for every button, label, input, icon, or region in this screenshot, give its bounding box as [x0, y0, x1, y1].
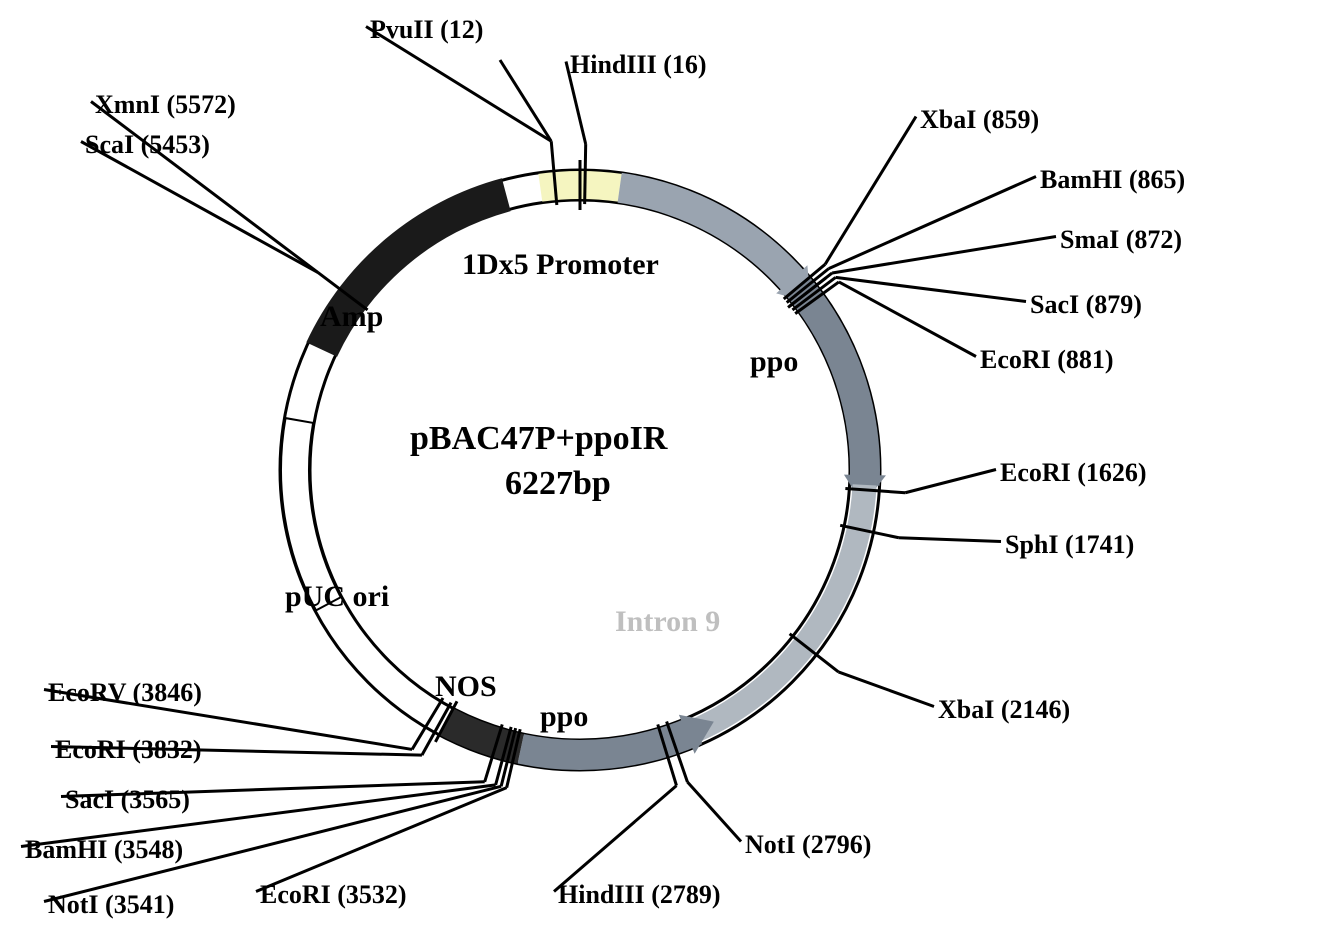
feature-label: Amp [320, 300, 383, 334]
feature-label: pUC ori [285, 580, 389, 614]
restriction-site-label: XbaI (2146) [938, 695, 1070, 725]
feature-label: NOS [435, 670, 497, 704]
restriction-site-label: HindIII (16) [570, 50, 707, 80]
restriction-site-label: BamHI (3548) [25, 835, 183, 865]
plasmid-map-stage: PvuII (12) HindIII (16) XbaI (859)BamHI (8… [0, 0, 1338, 927]
restriction-site-label: EcoRI (881) [980, 345, 1114, 375]
restriction-site-label: XbaI (859) [920, 105, 1039, 135]
restriction-site-label: EcoRV (3846) [48, 678, 202, 708]
restriction-site-label: EcoRI (3532) [260, 880, 407, 910]
restriction-site-label: NotI (3541) [48, 890, 174, 920]
plasmid-name: pBAC47P+ppoIR [410, 420, 667, 458]
restriction-site-label: PvuII (12) [370, 15, 483, 45]
restriction-site-label: SacI (879) [1030, 290, 1142, 320]
feature-label: 1Dx5 Promoter [462, 248, 659, 282]
restriction-site-label: NotI (2796) [745, 830, 871, 860]
restriction-site-label: EcoRI (1626) [1000, 458, 1147, 488]
restriction-site-label: EcoRI (3832) [55, 735, 202, 765]
restriction-site-label: BamHI (865) [1040, 165, 1185, 195]
restriction-site-label: XmnI (5572) [95, 90, 236, 120]
restriction-site-label: ScaI (5453) [85, 130, 210, 160]
restriction-site-label: HindIII (2789) [558, 880, 721, 910]
feature-label: ppo [750, 345, 798, 379]
feature-label: ppo [540, 700, 588, 734]
restriction-site-label: SphI (1741) [1005, 530, 1134, 560]
restriction-site-label: SmaI (872) [1060, 225, 1182, 255]
plasmid-size: 6227bp [505, 465, 611, 503]
restriction-site-label: SacI (3565) [65, 785, 190, 815]
feature-label: Intron 9 [615, 605, 720, 639]
